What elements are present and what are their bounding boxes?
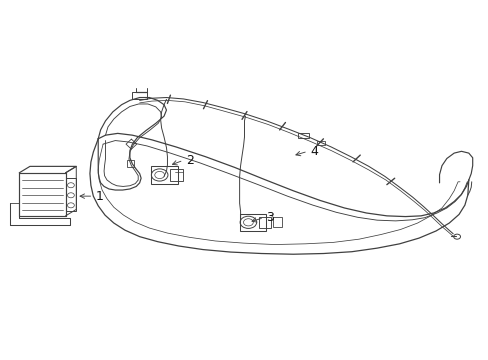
Bar bbox=[316, 140, 325, 145]
Bar bbox=[298, 133, 308, 138]
Text: 4: 4 bbox=[310, 145, 318, 158]
Bar bbox=[65, 179, 76, 211]
Text: 1: 1 bbox=[96, 190, 103, 203]
Text: 3: 3 bbox=[266, 211, 274, 224]
Bar bbox=[151, 166, 177, 184]
Bar bbox=[127, 160, 134, 167]
Bar bbox=[259, 217, 271, 228]
Bar bbox=[239, 214, 266, 231]
Bar bbox=[272, 217, 281, 226]
Text: 2: 2 bbox=[185, 154, 193, 167]
Bar bbox=[132, 93, 147, 99]
Bar bbox=[170, 169, 182, 181]
